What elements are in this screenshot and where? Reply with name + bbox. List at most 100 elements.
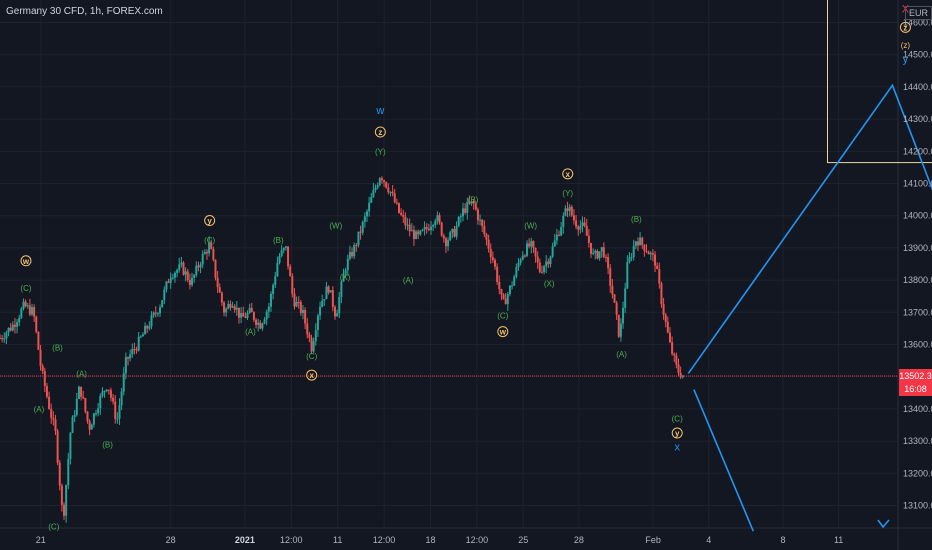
wave-label-text: (A) <box>616 350 627 359</box>
candle-body <box>287 246 290 267</box>
candle-body <box>3 338 6 340</box>
wave-label-text: (B) <box>468 196 479 205</box>
candle-body <box>671 342 674 354</box>
candle-body <box>415 231 418 239</box>
candle-body <box>466 202 469 213</box>
projection-arrow-head <box>877 519 890 529</box>
x-tick-label: 12:00 <box>466 535 489 545</box>
y-tick-label: 14500.0 <box>903 50 932 60</box>
candle-body <box>18 317 21 323</box>
wave-label-text: (A) <box>76 369 87 378</box>
wave-label-text: (C) <box>20 284 31 293</box>
candle-body <box>585 225 588 236</box>
candle-body <box>336 313 339 317</box>
candle-body <box>581 222 584 226</box>
candle-body <box>304 309 307 324</box>
candle-body <box>329 290 332 293</box>
candle-body <box>344 270 347 274</box>
wave-label-ring <box>899 21 911 33</box>
wave-label-ring <box>497 326 509 338</box>
x-tick-label: 2021 <box>235 535 255 545</box>
wave-label-text: (C) <box>306 352 317 361</box>
wave-label-circled: w <box>497 326 509 338</box>
wave-label-text: z <box>903 23 907 32</box>
candle-body <box>144 325 147 335</box>
candle-body <box>97 408 100 414</box>
candle-body <box>455 225 458 237</box>
candle-body <box>0 338 1 340</box>
wave-label-text: (X) <box>340 273 351 282</box>
candle-body <box>214 259 217 278</box>
y-tick-label: 13400.0 <box>903 404 932 414</box>
candle-body <box>626 262 629 289</box>
candle-body <box>289 266 292 277</box>
candle-body <box>84 398 87 412</box>
candle-body <box>427 228 430 231</box>
candle-body <box>16 322 19 327</box>
candle-body <box>368 202 371 212</box>
candle-body <box>120 391 123 406</box>
candle-body <box>261 323 264 329</box>
x-tick-label: 4 <box>706 535 711 545</box>
candle-body <box>577 226 580 230</box>
candle-body <box>572 215 575 221</box>
candle-body <box>161 300 164 308</box>
wave-label-text: (Y) <box>562 189 573 198</box>
candle-body <box>370 197 373 203</box>
candle-body <box>231 306 234 308</box>
candle-body <box>444 238 447 247</box>
candle-body <box>596 250 599 259</box>
candle-body <box>340 281 343 297</box>
x-tick-label: 21 <box>36 535 46 545</box>
wave-label-text: x <box>674 442 680 454</box>
candle-body <box>280 250 283 257</box>
candle-body <box>540 271 543 273</box>
candle-body <box>397 203 400 213</box>
candle-body <box>654 254 657 266</box>
candle-body <box>532 241 535 248</box>
y-tick-label: 14300.0 <box>903 114 932 124</box>
candle-body <box>50 408 53 418</box>
candle-body <box>26 305 29 307</box>
candle-body <box>526 243 529 256</box>
candle-body <box>39 349 42 366</box>
candle-body <box>135 349 138 351</box>
candle-body <box>319 306 322 316</box>
candle-body <box>498 281 501 290</box>
candle-body <box>389 191 392 193</box>
candle-body <box>434 220 437 226</box>
wave-label-text: (C) <box>497 312 508 321</box>
candle-body <box>634 241 637 247</box>
candle-body <box>643 244 646 251</box>
candle-body <box>619 323 622 337</box>
candle-body <box>675 355 678 365</box>
candle-body <box>90 424 93 430</box>
y-tick-label: 14200.0 <box>903 146 932 156</box>
candle-body <box>122 373 125 392</box>
wave-label-ring <box>562 168 574 180</box>
candle-body <box>440 222 443 236</box>
candle-body <box>575 220 578 227</box>
candle-body <box>464 208 467 213</box>
candle-body <box>299 302 302 314</box>
candle-body <box>404 216 407 226</box>
candle-body <box>348 252 351 259</box>
currency-label[interactable]: EUR <box>905 6 932 20</box>
candle-body <box>502 294 505 299</box>
candle-body <box>107 389 110 391</box>
candle-body <box>553 240 556 247</box>
candle-body <box>483 225 486 235</box>
candle-body <box>180 262 183 265</box>
candle-body <box>558 234 561 236</box>
candle-body <box>195 265 198 275</box>
candle-body <box>229 303 232 308</box>
candle-body <box>417 231 420 235</box>
bar-countdown-tag: 16:08 <box>899 381 932 396</box>
candle-body <box>383 180 386 183</box>
candle-body <box>63 504 66 516</box>
wave-label-circled: z <box>899 21 911 33</box>
candle-body <box>374 187 377 191</box>
candle-body <box>395 202 398 204</box>
y-tick-label: 14100.0 <box>903 179 932 189</box>
